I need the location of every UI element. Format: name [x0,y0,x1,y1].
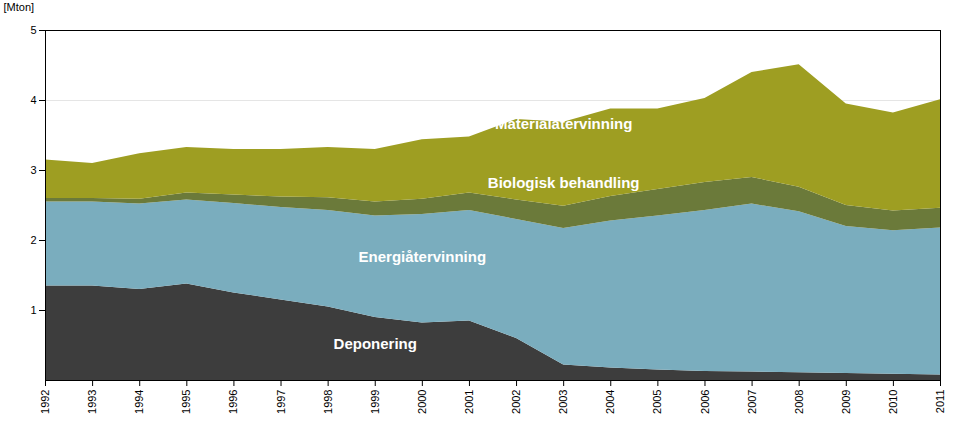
svg-text:2010: 2010 [887,390,899,414]
svg-text:2003: 2003 [557,390,569,414]
svg-text:Materialåtervinning: Materialåtervinning [495,115,633,132]
svg-text:2000: 2000 [416,390,428,414]
svg-text:2004: 2004 [604,390,616,414]
svg-text:[Mton]: [Mton] [4,1,35,13]
svg-text:5: 5 [30,24,36,36]
svg-text:Energiåtervinning: Energiåtervinning [359,248,487,265]
svg-text:2009: 2009 [840,390,852,414]
svg-text:2011: 2011 [934,390,946,414]
svg-text:3: 3 [30,164,36,176]
svg-text:1: 1 [30,304,36,316]
svg-text:2008: 2008 [793,390,805,414]
svg-text:1997: 1997 [275,390,287,414]
svg-text:1999: 1999 [369,390,381,414]
svg-text:1993: 1993 [86,390,98,414]
svg-text:2005: 2005 [651,390,663,414]
svg-text:1998: 1998 [322,390,334,414]
svg-text:1994: 1994 [133,390,145,414]
svg-text:2002: 2002 [510,390,522,414]
svg-text:1996: 1996 [227,390,239,414]
svg-text:Biologisk behandling: Biologisk behandling [488,174,640,191]
svg-text:2001: 2001 [463,390,475,414]
svg-text:1992: 1992 [39,390,51,414]
svg-text:1995: 1995 [180,390,192,414]
svg-text:Deponering: Deponering [334,335,417,352]
svg-text:2: 2 [30,234,36,246]
svg-text:2006: 2006 [698,390,710,414]
svg-text:4: 4 [30,94,36,106]
svg-text:2007: 2007 [746,390,758,414]
